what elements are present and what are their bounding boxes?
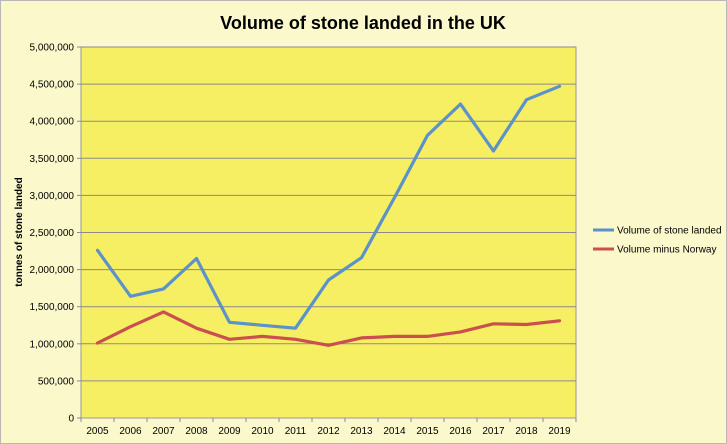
x-tick-label: 2016	[449, 426, 472, 437]
legend-entry: Volume minus Norway	[617, 245, 716, 256]
x-tick-label: 2009	[218, 426, 241, 437]
x-tick-label: 2005	[86, 426, 109, 437]
x-axis-ticks: 2005 2006 2007 2008 2009 2010 2011 2012 2013 2014…	[80, 418, 577, 437]
x-tick-label: 2008	[185, 426, 208, 437]
y-axis-label: tonnes of stone landed	[14, 177, 25, 286]
chart-title: Volume of stone landed in the UK	[220, 13, 506, 33]
y-tick-label: 3,500,000	[30, 154, 75, 165]
y-tick-label: 2,000,000	[30, 265, 75, 276]
x-tick-label: 2015	[416, 426, 439, 437]
legend: Volume of stone landed Volume minus Norwa…	[593, 226, 722, 256]
y-tick-label: 3,000,000	[30, 191, 75, 202]
legend-entry: Volume of stone landed	[617, 226, 722, 237]
x-tick-label: 2011	[285, 426, 307, 437]
y-tick-label: 0	[68, 414, 74, 425]
series-line-2	[95, 310, 562, 347]
y-axis-ticks: 0 500,000 1,000,000 1,500,000 2,000,000 2,500…	[30, 43, 81, 425]
y-tick-label: 2,500,000	[30, 228, 75, 239]
x-tick-label: 2018	[515, 426, 538, 437]
x-tick-label: 2014	[383, 426, 406, 437]
x-tick-label: 2010	[251, 426, 274, 437]
x-tick-label: 2019	[548, 426, 571, 437]
y-tick-label: 1,000,000	[30, 339, 75, 350]
series-line-1	[95, 84, 562, 330]
x-tick-label: 2017	[482, 426, 505, 437]
series-lines	[95, 84, 562, 347]
x-tick-label: 2012	[317, 426, 340, 437]
x-tick-label: 2007	[152, 426, 175, 437]
x-tick-label: 2013	[350, 426, 373, 437]
y-tick-label: 4,500,000	[30, 80, 75, 91]
y-tick-label: 500,000	[38, 376, 75, 387]
y-tick-label: 4,000,000	[30, 117, 75, 128]
x-tick-label: 2006	[119, 426, 142, 437]
y-tick-label: 1,500,000	[30, 302, 75, 313]
y-tick-label: 5,000,000	[30, 43, 75, 54]
gridlines	[81, 46, 576, 382]
